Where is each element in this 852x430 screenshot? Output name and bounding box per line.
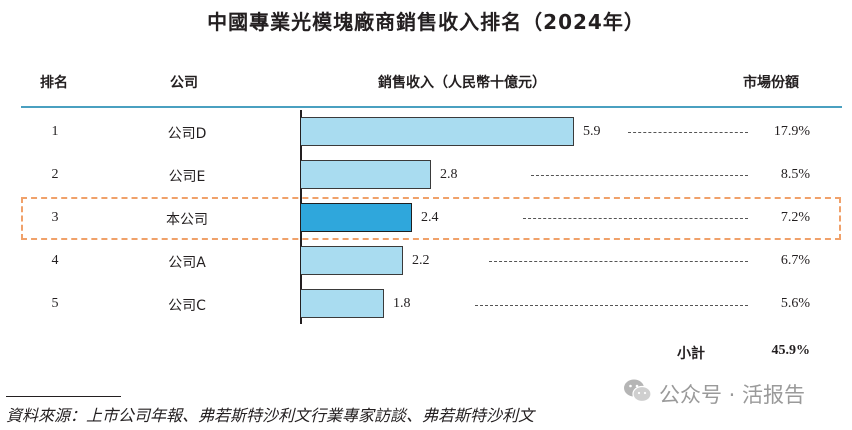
- header-revenue: 銷售收入（人民幣十億元）: [378, 75, 546, 91]
- revenue-bar-highlighted: [301, 203, 412, 232]
- leader-line: [628, 132, 748, 133]
- revenue-bar: [301, 246, 403, 275]
- subtotal-label: 小計: [677, 346, 705, 362]
- watermark: 公众号 · 活报告: [623, 378, 805, 409]
- revenue-bar: [301, 160, 431, 189]
- share-value: 7.2%: [780, 210, 810, 225]
- rank-cell: 4: [51, 253, 59, 268]
- header-rule: [21, 106, 842, 108]
- revenue-value: 2.8: [440, 167, 458, 182]
- footnote-rule: [6, 396, 121, 397]
- revenue-value: 2.2: [412, 253, 430, 268]
- header-rank: 排名: [40, 75, 68, 91]
- company-cell: 本公司: [166, 212, 208, 228]
- rank-cell: 3: [51, 210, 59, 225]
- rank-cell: 2: [51, 167, 59, 182]
- company-cell: 公司C: [168, 298, 206, 314]
- share-value: 5.6%: [780, 296, 810, 311]
- source-note: 資料來源：上市公司年報、弗若斯特沙利文行業專家訪談、弗若斯特沙利文: [6, 406, 535, 425]
- leader-line: [523, 218, 748, 219]
- share-value: 8.5%: [780, 167, 810, 182]
- revenue-bar: [301, 117, 574, 146]
- leader-line: [489, 261, 748, 262]
- rank-cell: 1: [51, 124, 59, 139]
- revenue-value: 5.9: [583, 124, 601, 139]
- header-share: 市場份額: [743, 75, 799, 91]
- chart-title: 中國專業光模塊廠商銷售收入排名（2024年）: [207, 10, 645, 34]
- highlight-box: [21, 197, 841, 240]
- company-cell: 公司A: [168, 255, 206, 271]
- company-cell: 公司D: [167, 126, 207, 142]
- share-value: 17.9%: [773, 124, 810, 139]
- bar-axis: [300, 110, 302, 324]
- company-cell: 公司E: [168, 169, 206, 185]
- leader-line: [531, 175, 748, 176]
- share-value: 6.7%: [780, 253, 810, 268]
- revenue-bar: [301, 289, 384, 318]
- revenue-value: 2.4: [421, 210, 439, 225]
- rank-cell: 5: [51, 296, 59, 311]
- leader-line: [475, 305, 748, 306]
- subtotal-value: 45.9%: [771, 343, 811, 358]
- header-company: 公司: [170, 75, 198, 91]
- wechat-icon: [623, 378, 653, 409]
- watermark-text: 公众号 · 活报告: [659, 382, 806, 407]
- revenue-value: 1.8: [393, 296, 411, 311]
